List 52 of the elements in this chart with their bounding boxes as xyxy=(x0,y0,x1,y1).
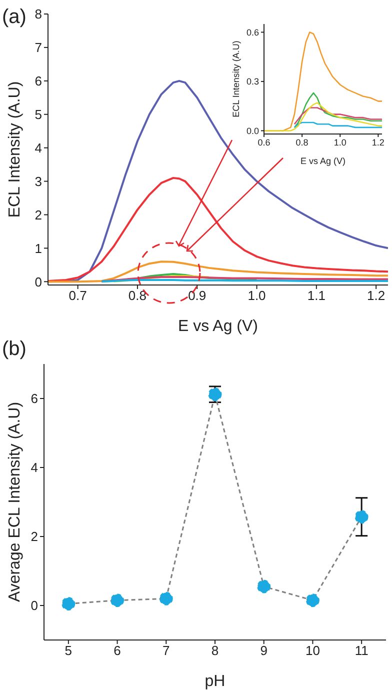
point xyxy=(354,510,368,524)
x-tick-label: 6 xyxy=(114,643,121,658)
y-tick-label: 2 xyxy=(30,529,38,544)
y-tick-label: 0 xyxy=(30,598,38,614)
line-series xyxy=(48,176,388,282)
y-tick-label: 6 xyxy=(34,74,42,89)
x-axis-title: E vs Ag (V) xyxy=(300,156,346,166)
x-tick-label: 1.0 xyxy=(248,288,266,304)
x-tick-label: 9 xyxy=(260,643,268,658)
x-tick-label: 1.1 xyxy=(307,288,326,304)
point xyxy=(306,594,320,608)
y-tick-label: 6 xyxy=(30,391,38,406)
y-tick-label: 4 xyxy=(30,460,38,476)
line-series xyxy=(48,260,388,283)
y-tick-label: 8 xyxy=(34,6,42,22)
y-tick-label: 0.0 xyxy=(246,126,259,136)
point xyxy=(110,594,124,608)
y-tick-label: 4 xyxy=(34,140,42,156)
x-tick-label: 8 xyxy=(211,643,219,658)
line-series xyxy=(264,102,382,132)
x-tick-label: 1.2 xyxy=(372,137,384,148)
x-tick-label: 0.8 xyxy=(296,137,308,148)
x-tick-label: 0.7 xyxy=(68,288,87,304)
x-tick-label: 0.6 xyxy=(258,137,270,148)
y-tick-label: 0.3 xyxy=(246,76,259,87)
x-tick-label: 0.9 xyxy=(188,288,206,304)
x-tick-label: 11 xyxy=(354,643,368,658)
y-tick-label: 3 xyxy=(34,174,42,189)
point xyxy=(62,597,76,611)
line-series xyxy=(294,107,382,125)
y-tick-label: 2 xyxy=(34,207,42,222)
x-tick-label: 0.8 xyxy=(128,288,147,304)
x-tick-label: 5 xyxy=(64,643,72,658)
x-tick-label: 7 xyxy=(162,643,170,658)
y-tick-label: 1 xyxy=(34,240,42,256)
point xyxy=(159,592,173,606)
line-series xyxy=(294,92,382,128)
chart-title: (b) xyxy=(2,338,26,361)
y-axis-title: ECL Intensity (A.U) xyxy=(6,81,24,218)
x-tick-label: 1.2 xyxy=(367,288,386,304)
x-tick-label: 10 xyxy=(305,643,320,658)
x-axis-title: E vs Ag (V) xyxy=(178,318,258,335)
point xyxy=(257,580,271,594)
y-tick-label: 7 xyxy=(34,40,42,56)
x-tick-label: 1.0 xyxy=(334,137,346,148)
y-axis-title: ECL Intensity (A.U) xyxy=(231,40,242,118)
y-tick-label: 0 xyxy=(34,274,42,290)
x-axis-title: pH xyxy=(204,673,226,690)
y-axis-title: Average ECL Intensity (A.U) xyxy=(6,402,24,602)
y-tick-label: 5 xyxy=(34,106,42,122)
chart-title: (a) xyxy=(2,6,26,29)
y-tick-label: 0.6 xyxy=(246,27,259,38)
